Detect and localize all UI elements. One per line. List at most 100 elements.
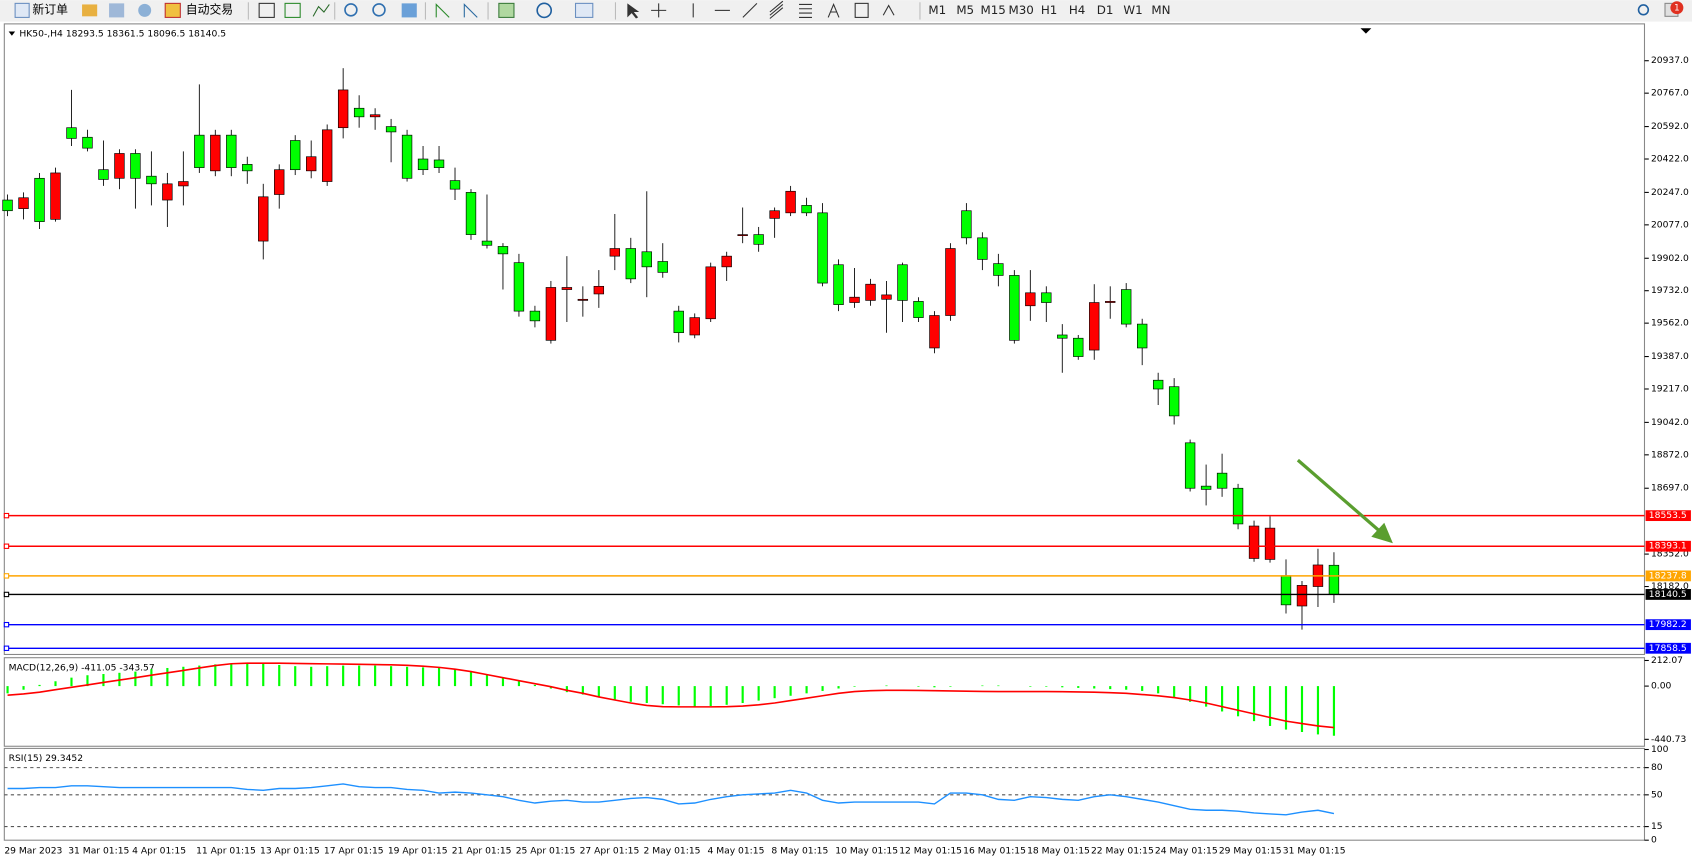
plot-layer: 20937.0 20767.0 20592.0 20422.0 20247.0 20077… bbox=[2, 55, 1691, 856]
x-tick-label: 21 Apr 01:15 bbox=[452, 845, 512, 856]
price-level-box bbox=[1645, 619, 1691, 631]
icon-templates[interactable] bbox=[574, 2, 594, 18]
candle-body bbox=[258, 196, 269, 242]
icon-arrows[interactable] bbox=[882, 4, 895, 16]
candle-body bbox=[449, 180, 461, 190]
candle-body bbox=[18, 197, 29, 209]
auto-trading-button[interactable]: 自动交易 bbox=[186, 2, 233, 16]
candle-body bbox=[497, 246, 509, 255]
timeframe-button[interactable]: W1 bbox=[1123, 3, 1142, 17]
icon-indicators[interactable] bbox=[498, 2, 515, 18]
x-tick-label: 13 Apr 01:15 bbox=[260, 845, 320, 856]
chart-header: HK50-,H4 18293.5 18361.5 18096.5 18140.5 bbox=[19, 28, 226, 39]
candle-body bbox=[1264, 527, 1276, 560]
y-tick-label: 19217.0 bbox=[1651, 383, 1689, 394]
candle-body bbox=[689, 317, 700, 336]
chart-window bbox=[0, 21, 1692, 863]
candle-body bbox=[1328, 564, 1340, 595]
icon-line[interactable] bbox=[312, 4, 330, 17]
icon-channel[interactable] bbox=[769, 0, 784, 19]
candle-body bbox=[1025, 292, 1036, 307]
price-level-box bbox=[1645, 510, 1691, 522]
candle-body bbox=[849, 296, 860, 303]
icon-zoom-out[interactable] bbox=[372, 3, 386, 17]
icon-bars[interactable] bbox=[258, 2, 275, 18]
main-panel-frame bbox=[3, 23, 1646, 656]
candle-body bbox=[369, 114, 381, 118]
icon-signals[interactable] bbox=[138, 3, 152, 17]
price-level-label: 18237.8 bbox=[1649, 570, 1687, 581]
candle-body bbox=[1089, 302, 1100, 351]
x-tick-label: 17 Apr 01:15 bbox=[324, 845, 384, 856]
candle-body bbox=[98, 169, 109, 180]
new-order-button[interactable]: 新订单 bbox=[32, 2, 68, 16]
y-tick-label: 15 bbox=[1651, 821, 1663, 832]
timeframe-button[interactable]: D1 bbox=[1097, 3, 1114, 17]
timeframe-button[interactable]: M1 bbox=[928, 3, 946, 17]
icon-shift[interactable] bbox=[463, 3, 478, 18]
icon-autoscroll[interactable] bbox=[435, 3, 450, 18]
candle-body bbox=[769, 210, 780, 219]
icon-auto-trading[interactable] bbox=[164, 2, 181, 18]
icon-text[interactable] bbox=[827, 3, 840, 18]
candle-body bbox=[1216, 472, 1228, 489]
timeframe-button[interactable]: H1 bbox=[1041, 3, 1057, 17]
icon-tile[interactable] bbox=[401, 3, 417, 18]
x-tick-label: 16 May 01:15 bbox=[963, 845, 1026, 856]
notification-badge[interactable] bbox=[1670, 1, 1684, 15]
y-tick-label: 18872.0 bbox=[1651, 449, 1689, 460]
icon-search[interactable] bbox=[1637, 4, 1650, 16]
candle-body bbox=[561, 287, 573, 290]
candle-body bbox=[321, 129, 333, 182]
price-level-label: 18553.5 bbox=[1649, 510, 1687, 521]
price-level-handle bbox=[3, 645, 10, 651]
price-level-label: 18393.1 bbox=[1649, 541, 1687, 552]
icon-new-order[interactable] bbox=[14, 2, 30, 18]
icon-fibonacci[interactable] bbox=[799, 3, 812, 18]
icon-trendline[interactable] bbox=[742, 2, 758, 18]
candle-body bbox=[705, 266, 716, 320]
icon-periods[interactable] bbox=[536, 2, 553, 19]
macd-panel-frame bbox=[3, 657, 1646, 747]
open-price: 18293.5 bbox=[66, 28, 104, 39]
price-level-label: 17858.5 bbox=[1649, 643, 1687, 654]
icon-cursor[interactable] bbox=[627, 3, 640, 19]
timeframe-button[interactable]: M30 bbox=[1008, 3, 1033, 17]
candle-body bbox=[114, 153, 125, 179]
candle-body bbox=[290, 140, 301, 171]
x-tick-label: 31 Mar 01:15 bbox=[68, 845, 129, 856]
timeframe-button[interactable]: MN bbox=[1151, 3, 1170, 17]
y-tick-label: 80 bbox=[1651, 762, 1663, 773]
high-price: 18361.5 bbox=[107, 28, 145, 39]
timeframe-button[interactable]: H4 bbox=[1069, 3, 1085, 17]
y-tick-label: 18697.0 bbox=[1651, 483, 1689, 494]
icon-folder[interactable] bbox=[82, 4, 98, 17]
candle-body bbox=[881, 294, 892, 300]
y-tick-label: 20767.0 bbox=[1651, 88, 1689, 99]
icon-zoom-in[interactable] bbox=[344, 3, 358, 17]
candle-body bbox=[210, 134, 221, 172]
timeframe-button[interactable]: M5 bbox=[956, 3, 974, 17]
y-tick-label: 20247.0 bbox=[1651, 187, 1689, 198]
x-tick-label: 27 Apr 01:15 bbox=[580, 845, 640, 856]
candle-body bbox=[82, 136, 93, 149]
icon-crosshair[interactable] bbox=[651, 3, 667, 18]
candle-body bbox=[1041, 292, 1052, 303]
shift-marker bbox=[1360, 28, 1372, 34]
icon-navigator[interactable] bbox=[109, 3, 125, 18]
y-tick-label: 19042.0 bbox=[1651, 417, 1689, 428]
icon-candles[interactable] bbox=[284, 2, 301, 18]
timeframe-button[interactable]: M15 bbox=[981, 3, 1006, 17]
candle-body bbox=[609, 248, 621, 257]
candle-body bbox=[385, 126, 397, 133]
x-tick-label: 22 May 01:15 bbox=[1091, 845, 1154, 856]
candle-body bbox=[1296, 585, 1308, 607]
icon-label[interactable] bbox=[854, 2, 869, 18]
y-tick-label: 20422.0 bbox=[1651, 154, 1689, 165]
candle-body bbox=[226, 134, 237, 168]
y-tick-label: 100 bbox=[1651, 744, 1669, 755]
candle-body bbox=[50, 172, 61, 220]
candle-body bbox=[753, 234, 764, 245]
